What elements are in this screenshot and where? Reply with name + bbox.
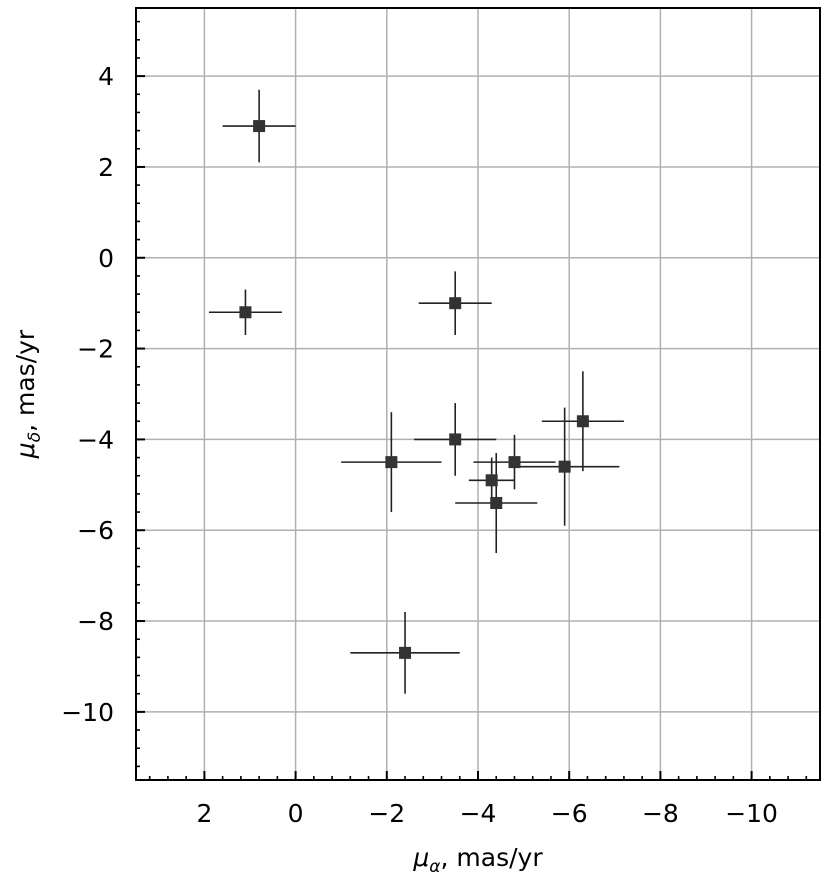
- y-axis-symbol: μ: [11, 442, 40, 459]
- data-point: [239, 306, 252, 319]
- data-point: [485, 474, 498, 487]
- y-tick-label: 4: [98, 62, 114, 91]
- x-tick-label: 0: [288, 799, 304, 828]
- x-tick-label: −4: [460, 799, 497, 828]
- data-point: [558, 460, 571, 473]
- x-axis-subscript: α: [429, 857, 440, 877]
- grid-lines: [136, 8, 820, 780]
- data-point: [490, 496, 503, 509]
- data-point: [576, 415, 589, 428]
- y-tick-label: 2: [98, 153, 114, 182]
- data-markers: [239, 120, 589, 659]
- data-point: [253, 120, 266, 133]
- x-tick-label: 2: [196, 799, 212, 828]
- error-bars: [208, 89, 624, 694]
- x-axis-unit: , mas/yr: [441, 843, 544, 872]
- tick-labels: 2 0 −2 −4 −6 −8 −10 4 2 0 −2 −4 −6 −8 −10: [61, 62, 778, 828]
- x-axis-symbol: μ: [412, 843, 429, 872]
- x-axis-label: μα, mas/yr: [412, 843, 543, 877]
- y-tick-label: −8: [77, 607, 114, 636]
- y-tick-label: −2: [77, 335, 114, 364]
- y-axis-label: μδ, mas/yr: [11, 329, 45, 459]
- y-axis-subscript: δ: [25, 432, 45, 442]
- y-tick-label: −4: [77, 425, 114, 454]
- axis-ticks: [136, 20, 808, 780]
- y-tick-label: 0: [98, 244, 114, 273]
- x-tick-label: −2: [368, 799, 405, 828]
- data-point: [399, 646, 412, 659]
- data-point: [508, 456, 521, 469]
- y-tick-label: −6: [77, 516, 114, 545]
- x-tick-label: −10: [725, 799, 778, 828]
- y-tick-label: −10: [61, 698, 114, 727]
- data-point: [449, 433, 462, 446]
- y-axis-unit: , mas/yr: [11, 329, 40, 432]
- data-point: [449, 297, 462, 310]
- data-point: [385, 456, 398, 469]
- x-tick-label: −8: [642, 799, 679, 828]
- x-tick-label: −6: [551, 799, 588, 828]
